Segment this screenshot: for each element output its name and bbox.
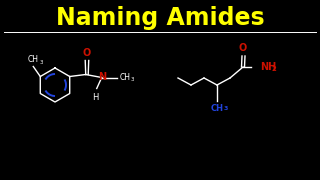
Text: NH: NH: [260, 62, 276, 72]
Text: 3: 3: [39, 60, 43, 66]
Text: 3: 3: [131, 77, 134, 82]
Text: Naming Amides: Naming Amides: [56, 6, 264, 30]
Text: O: O: [239, 43, 247, 53]
Text: N: N: [98, 73, 106, 82]
Text: O: O: [83, 48, 91, 58]
Text: 3: 3: [224, 106, 228, 111]
Text: CH: CH: [211, 104, 223, 113]
Text: CH: CH: [28, 55, 39, 64]
Text: 2: 2: [272, 66, 277, 72]
Text: H: H: [92, 93, 99, 102]
Text: CH: CH: [120, 73, 131, 82]
